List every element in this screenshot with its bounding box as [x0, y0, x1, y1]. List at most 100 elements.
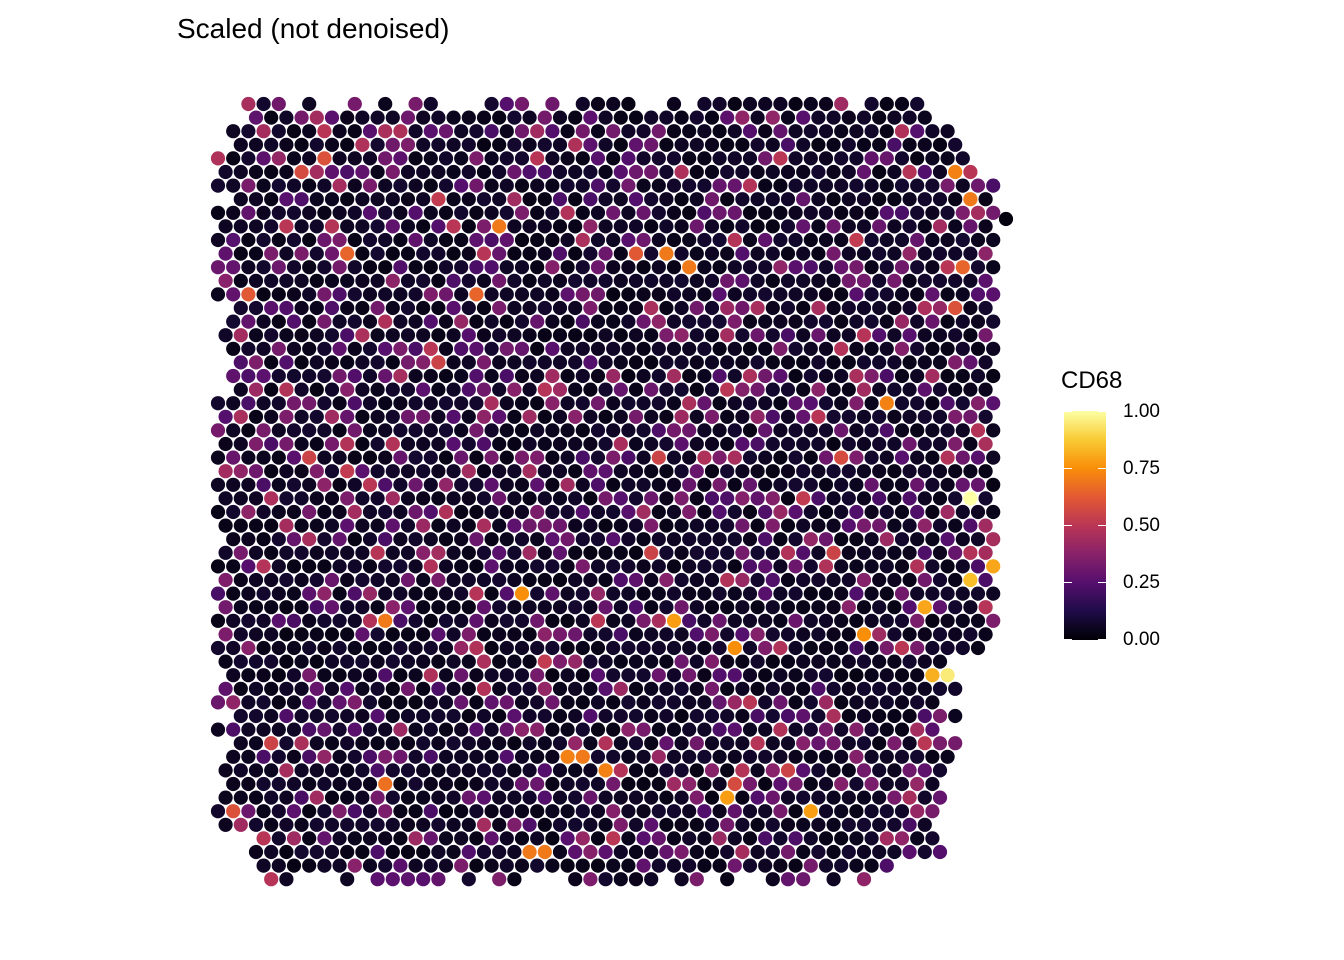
spot-point — [887, 790, 902, 805]
spot-point — [735, 790, 750, 805]
spot-point — [552, 436, 568, 452]
spot-point — [720, 137, 735, 152]
spot-point — [720, 246, 735, 261]
spot-point — [910, 477, 925, 492]
spot-point — [628, 219, 644, 234]
spot-point — [682, 124, 697, 139]
spot-point — [689, 137, 704, 152]
spot-point — [811, 763, 826, 778]
spot-point — [758, 124, 773, 139]
spot-point — [271, 450, 286, 465]
spot-point — [286, 831, 302, 846]
spot-point — [727, 668, 742, 683]
spot-point — [233, 137, 248, 152]
spot-point — [735, 600, 750, 615]
spot-point — [856, 328, 872, 343]
spot-point — [628, 817, 644, 832]
spot-point — [856, 164, 872, 180]
spot-point — [454, 450, 469, 465]
spot-point — [210, 423, 226, 438]
spot-point — [887, 491, 902, 506]
spot-point — [514, 314, 530, 329]
spot-point — [583, 219, 598, 234]
spot-point — [583, 844, 598, 860]
spot-point — [644, 219, 659, 234]
spot-point — [704, 409, 720, 424]
spot-point — [811, 708, 826, 724]
spot-point — [507, 817, 522, 832]
spot-point — [932, 763, 948, 778]
spot-point — [659, 110, 674, 125]
spot-point — [400, 409, 416, 424]
spot-point — [362, 831, 378, 846]
spot-point — [704, 654, 720, 669]
spot-point — [704, 736, 720, 751]
spot-point — [537, 273, 552, 288]
spot-point — [940, 124, 955, 139]
spot-point — [560, 423, 575, 438]
spot-point — [248, 436, 264, 452]
spot-point — [689, 219, 704, 234]
spot-point — [324, 409, 340, 424]
spot-point — [811, 246, 826, 261]
spot-point — [514, 640, 530, 656]
spot-point — [256, 450, 271, 465]
spot-point — [811, 844, 826, 860]
spot-point — [264, 219, 279, 234]
spot-point — [659, 654, 674, 669]
spot-point — [727, 205, 742, 220]
spot-point — [362, 586, 378, 601]
spot-point — [378, 396, 393, 411]
spot-point — [606, 532, 621, 547]
spot-point — [241, 260, 256, 275]
spot-point — [704, 708, 720, 724]
spot-point — [241, 396, 256, 411]
spot-point — [917, 708, 932, 724]
spot-point — [704, 110, 720, 125]
spot-point — [362, 124, 378, 139]
spot-point — [606, 314, 621, 329]
spot-point — [294, 491, 309, 506]
spot-point — [590, 124, 606, 139]
spot-point — [294, 817, 309, 832]
spot-point — [340, 545, 355, 560]
spot-point — [697, 368, 712, 384]
spot-point — [674, 110, 689, 125]
spot-point — [940, 450, 955, 465]
spot-point — [674, 219, 689, 234]
spot-point — [910, 178, 925, 193]
spot-point — [537, 409, 552, 424]
spot-point — [803, 368, 818, 384]
spot-point — [568, 328, 583, 343]
spot-point — [499, 450, 514, 465]
spot-point — [894, 178, 910, 193]
spot-point — [355, 681, 370, 696]
spot-point — [393, 205, 408, 220]
spot-point — [735, 518, 750, 533]
spot-point — [849, 668, 864, 683]
spot-point — [248, 491, 264, 506]
spot-point — [697, 640, 712, 656]
spot-point — [963, 572, 978, 588]
spot-point — [742, 749, 758, 764]
spot-point — [917, 572, 932, 588]
spot-point — [750, 572, 765, 588]
spot-point — [849, 695, 864, 710]
spot-point — [598, 572, 613, 588]
spot-point — [370, 328, 385, 343]
spot-point — [963, 164, 978, 180]
spot-point — [727, 804, 742, 819]
spot-point — [545, 532, 560, 547]
spot-point — [378, 341, 393, 356]
spot-point — [689, 300, 704, 316]
spot-point — [499, 586, 514, 601]
spot-point — [590, 477, 606, 492]
spot-point — [970, 314, 986, 329]
spot-point — [469, 151, 484, 166]
spot-point — [773, 831, 788, 846]
spot-point — [256, 287, 271, 302]
spot-point — [636, 341, 651, 356]
spot-point — [796, 192, 811, 207]
spot-point — [347, 831, 362, 846]
spot-point — [811, 681, 826, 696]
